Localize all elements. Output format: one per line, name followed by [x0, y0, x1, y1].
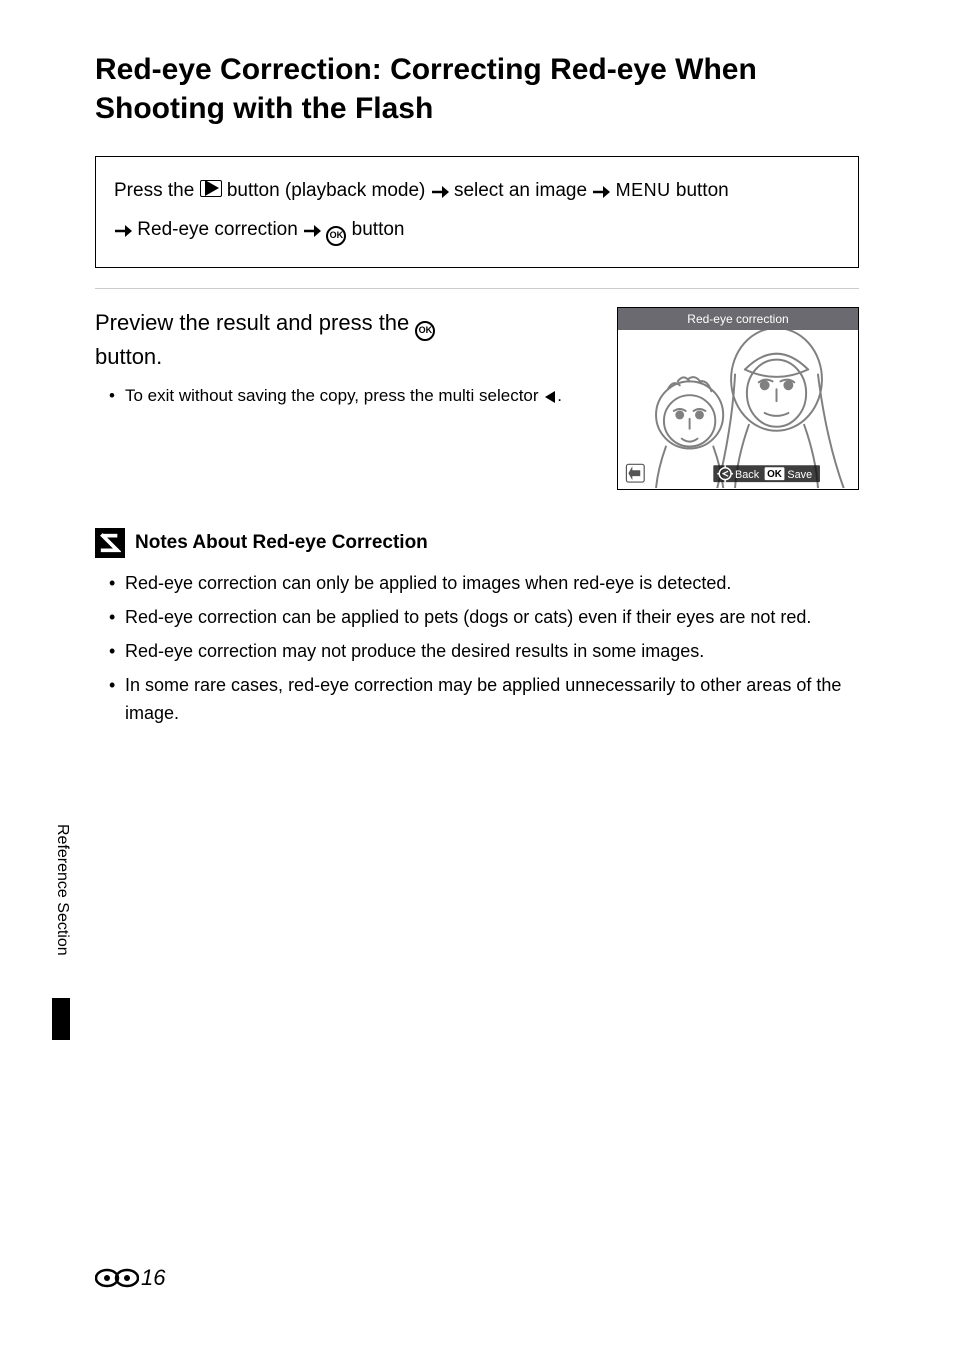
screen-title: Red-eye correction [618, 308, 858, 330]
bullet-suffix: . [557, 386, 562, 405]
nav-text: Red-eye correction [137, 219, 298, 240]
back-label: Back [735, 469, 760, 481]
list-item: In some rare cases, red-eye correction m… [109, 672, 859, 728]
side-tab-marker [52, 998, 70, 1040]
navigation-path-box: Press the button (playback mode) select … [95, 156, 859, 268]
list-item: Red-eye correction may not produce the d… [109, 638, 859, 666]
notes-list: Red-eye correction can only be applied t… [95, 570, 859, 727]
instruction-text: button. [95, 344, 162, 369]
divider [95, 288, 859, 289]
nav-text: button [676, 180, 729, 201]
instruction-heading: Preview the result and press the OK butt… [95, 307, 597, 372]
list-item: Red-eye correction can only be applied t… [109, 570, 859, 598]
page-footer: 16 [95, 1265, 165, 1291]
ok-button-icon: OK [326, 226, 346, 246]
bullet-text: To exit without saving the copy, press t… [125, 386, 539, 405]
nav-text: Press the [114, 180, 194, 201]
nav-text: button (playback mode) [227, 180, 426, 201]
side-label: Reference Section [50, 818, 71, 998]
ok-button-icon: OK [415, 321, 435, 341]
preview-illustration: Back OK Save [618, 330, 858, 488]
camera-preview-screen: Red-eye correction [617, 307, 859, 490]
warning-icon [95, 528, 125, 558]
playback-icon [200, 180, 222, 197]
arrow-right-icon [303, 215, 321, 251]
reference-link-icon [95, 1267, 139, 1289]
save-label: Save [787, 469, 812, 481]
arrow-right-icon [592, 176, 610, 212]
page-title: Red-eye Correction: Correcting Red-eye W… [95, 50, 859, 128]
list-item: To exit without saving the copy, press t… [109, 383, 597, 412]
ok-label: OK [767, 469, 783, 480]
notes-title: Notes About Red-eye Correction [135, 532, 428, 554]
nav-text: button [352, 219, 405, 240]
arrow-right-icon [114, 215, 132, 251]
menu-button-label: MENU [616, 180, 671, 200]
arrow-right-icon [431, 176, 449, 212]
page-number: 16 [141, 1265, 165, 1291]
side-tab: Reference Section [50, 818, 72, 1040]
list-item: Red-eye correction can be applied to pet… [109, 604, 859, 632]
left-triangle-icon [543, 386, 557, 412]
nav-text: select an image [454, 180, 587, 201]
instruction-text: Preview the result and press the [95, 310, 409, 335]
notes-section: Notes About Red-eye Correction Red-eye c… [95, 528, 859, 727]
